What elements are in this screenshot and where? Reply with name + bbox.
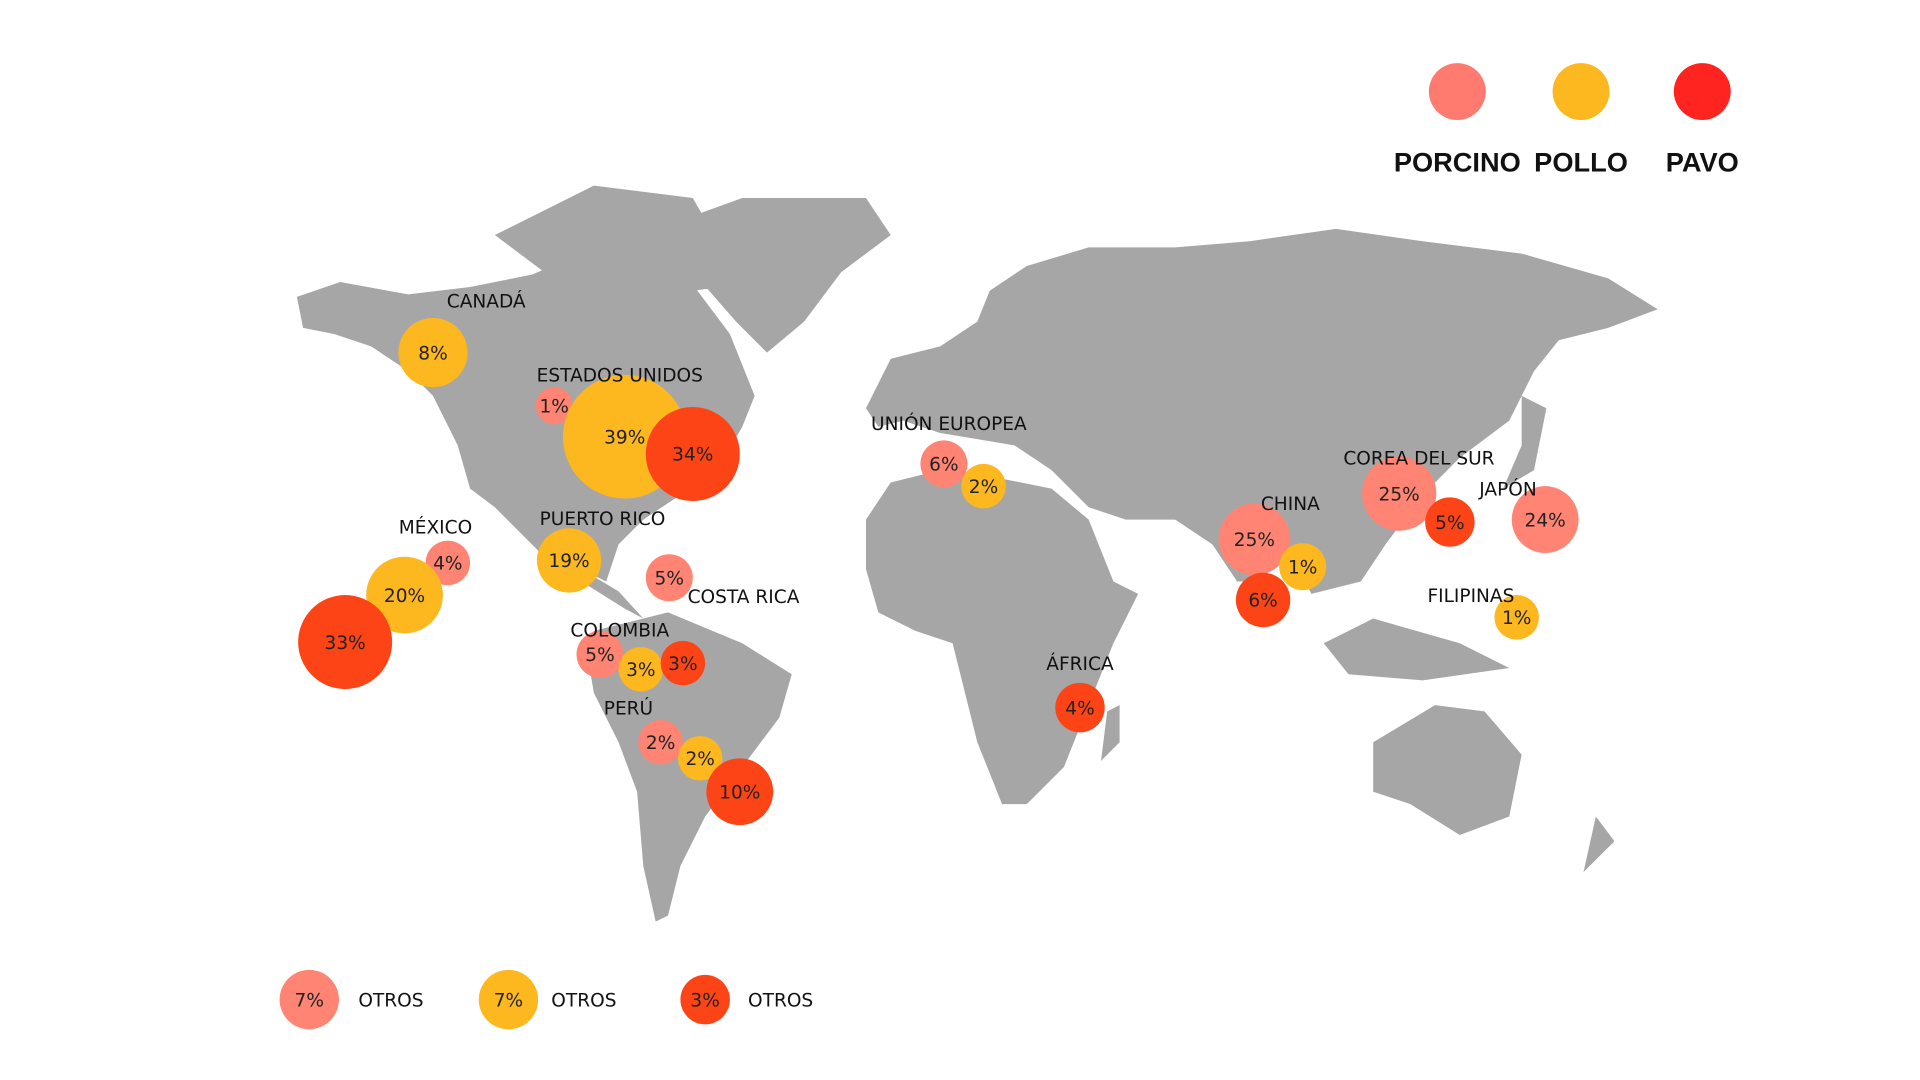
others-value: 7%	[295, 990, 324, 1011]
africa	[865, 470, 1139, 805]
region-label: MÉXICO	[399, 516, 472, 539]
bubble-label: 4%	[1065, 698, 1094, 719]
bubble-label: 5%	[655, 568, 684, 589]
bubble-label: 24%	[1525, 510, 1566, 531]
bubble-label: 33%	[325, 633, 366, 654]
others-label: OTROS	[358, 990, 423, 1011]
region-label: UNIÓN EUROPEA	[871, 411, 1027, 435]
bubble-label: 8%	[418, 343, 447, 364]
bubble	[576, 630, 624, 678]
region-label: COSTA RICA	[688, 587, 800, 608]
bubble	[645, 554, 693, 602]
arctic-islands	[494, 185, 743, 297]
bubble-label: 19%	[548, 551, 589, 572]
bubble	[618, 647, 664, 692]
bubble-label: 20%	[384, 586, 425, 607]
bubble-label: 25%	[1234, 530, 1275, 551]
region-label: COREA DEL SUR	[1343, 448, 1494, 469]
bubble	[535, 387, 573, 425]
bubble-label: 39%	[604, 427, 645, 448]
legend-label: PORCINO	[1394, 147, 1521, 178]
bubble	[298, 595, 393, 690]
bubble-label: 5%	[1435, 513, 1464, 534]
bubble-label: 1%	[540, 397, 569, 418]
eurasia	[865, 228, 1658, 594]
bubble	[1362, 456, 1437, 531]
bubble	[366, 556, 443, 634]
uk	[952, 352, 972, 396]
new-zealand	[1583, 816, 1615, 873]
bubble-label: 2%	[969, 477, 998, 498]
legend-label: POLLO	[1534, 147, 1628, 178]
bubble-label: 10%	[719, 782, 760, 803]
japan	[1503, 395, 1547, 489]
region-label: PUERTO RICO	[540, 509, 666, 530]
bubble	[645, 407, 740, 502]
bubble-label: 5%	[585, 645, 614, 666]
bubble	[398, 317, 468, 388]
bubble	[677, 736, 723, 781]
bubble-label: 4%	[433, 554, 462, 575]
region-label: JAPÓN	[1478, 476, 1537, 500]
greenland	[674, 197, 891, 353]
legend-label: PAVO	[1666, 147, 1739, 178]
others-label: OTROS	[551, 990, 616, 1011]
bubble-label: 25%	[1379, 484, 1420, 505]
bubble-label: 34%	[672, 445, 713, 466]
others-value: 7%	[494, 990, 523, 1011]
bubble	[1235, 572, 1291, 628]
region-label: COLOMBIA	[570, 620, 669, 641]
bubble-label: 6%	[1248, 591, 1277, 612]
others-bubble	[680, 974, 730, 1025]
bubble	[1218, 503, 1291, 576]
bubble	[920, 440, 968, 488]
bubble	[1425, 497, 1475, 547]
madagascar	[1101, 705, 1120, 761]
bubble	[1494, 595, 1539, 640]
others-label: OTROS	[748, 990, 813, 1011]
others-bubble	[478, 969, 539, 1030]
bubble-label: 2%	[685, 749, 714, 770]
legend-swatch	[1552, 63, 1610, 120]
bubble-label: 1%	[1502, 608, 1531, 629]
australia	[1373, 705, 1522, 836]
bubble	[1279, 543, 1327, 591]
bubble-label: 3%	[668, 654, 697, 675]
bubble-label: 2%	[646, 733, 675, 754]
others-bubble	[279, 969, 339, 1030]
region-label: CHINA	[1261, 494, 1320, 515]
bubble	[706, 758, 774, 826]
region-label: ÁFRICA	[1046, 652, 1114, 675]
bubble	[425, 540, 471, 586]
others-value: 3%	[690, 990, 719, 1011]
region-label: FILIPINAS	[1427, 586, 1514, 607]
bubble	[961, 463, 1006, 509]
region-label: CANADÁ	[447, 289, 526, 312]
bubble-label: 6%	[929, 455, 958, 476]
legend-swatch	[1673, 63, 1731, 120]
bubble	[660, 640, 706, 686]
region-label: ESTADOS UNIDOS	[537, 366, 703, 387]
legend-swatch	[1428, 63, 1486, 120]
bubble-label: 3%	[626, 660, 655, 681]
bubble	[536, 528, 602, 593]
region-label: PERÚ	[604, 695, 653, 719]
bubble-label: 1%	[1288, 557, 1317, 578]
bubble	[1055, 682, 1105, 733]
bubble	[1511, 486, 1579, 553]
indonesia	[1323, 618, 1510, 681]
bubble	[638, 720, 683, 765]
